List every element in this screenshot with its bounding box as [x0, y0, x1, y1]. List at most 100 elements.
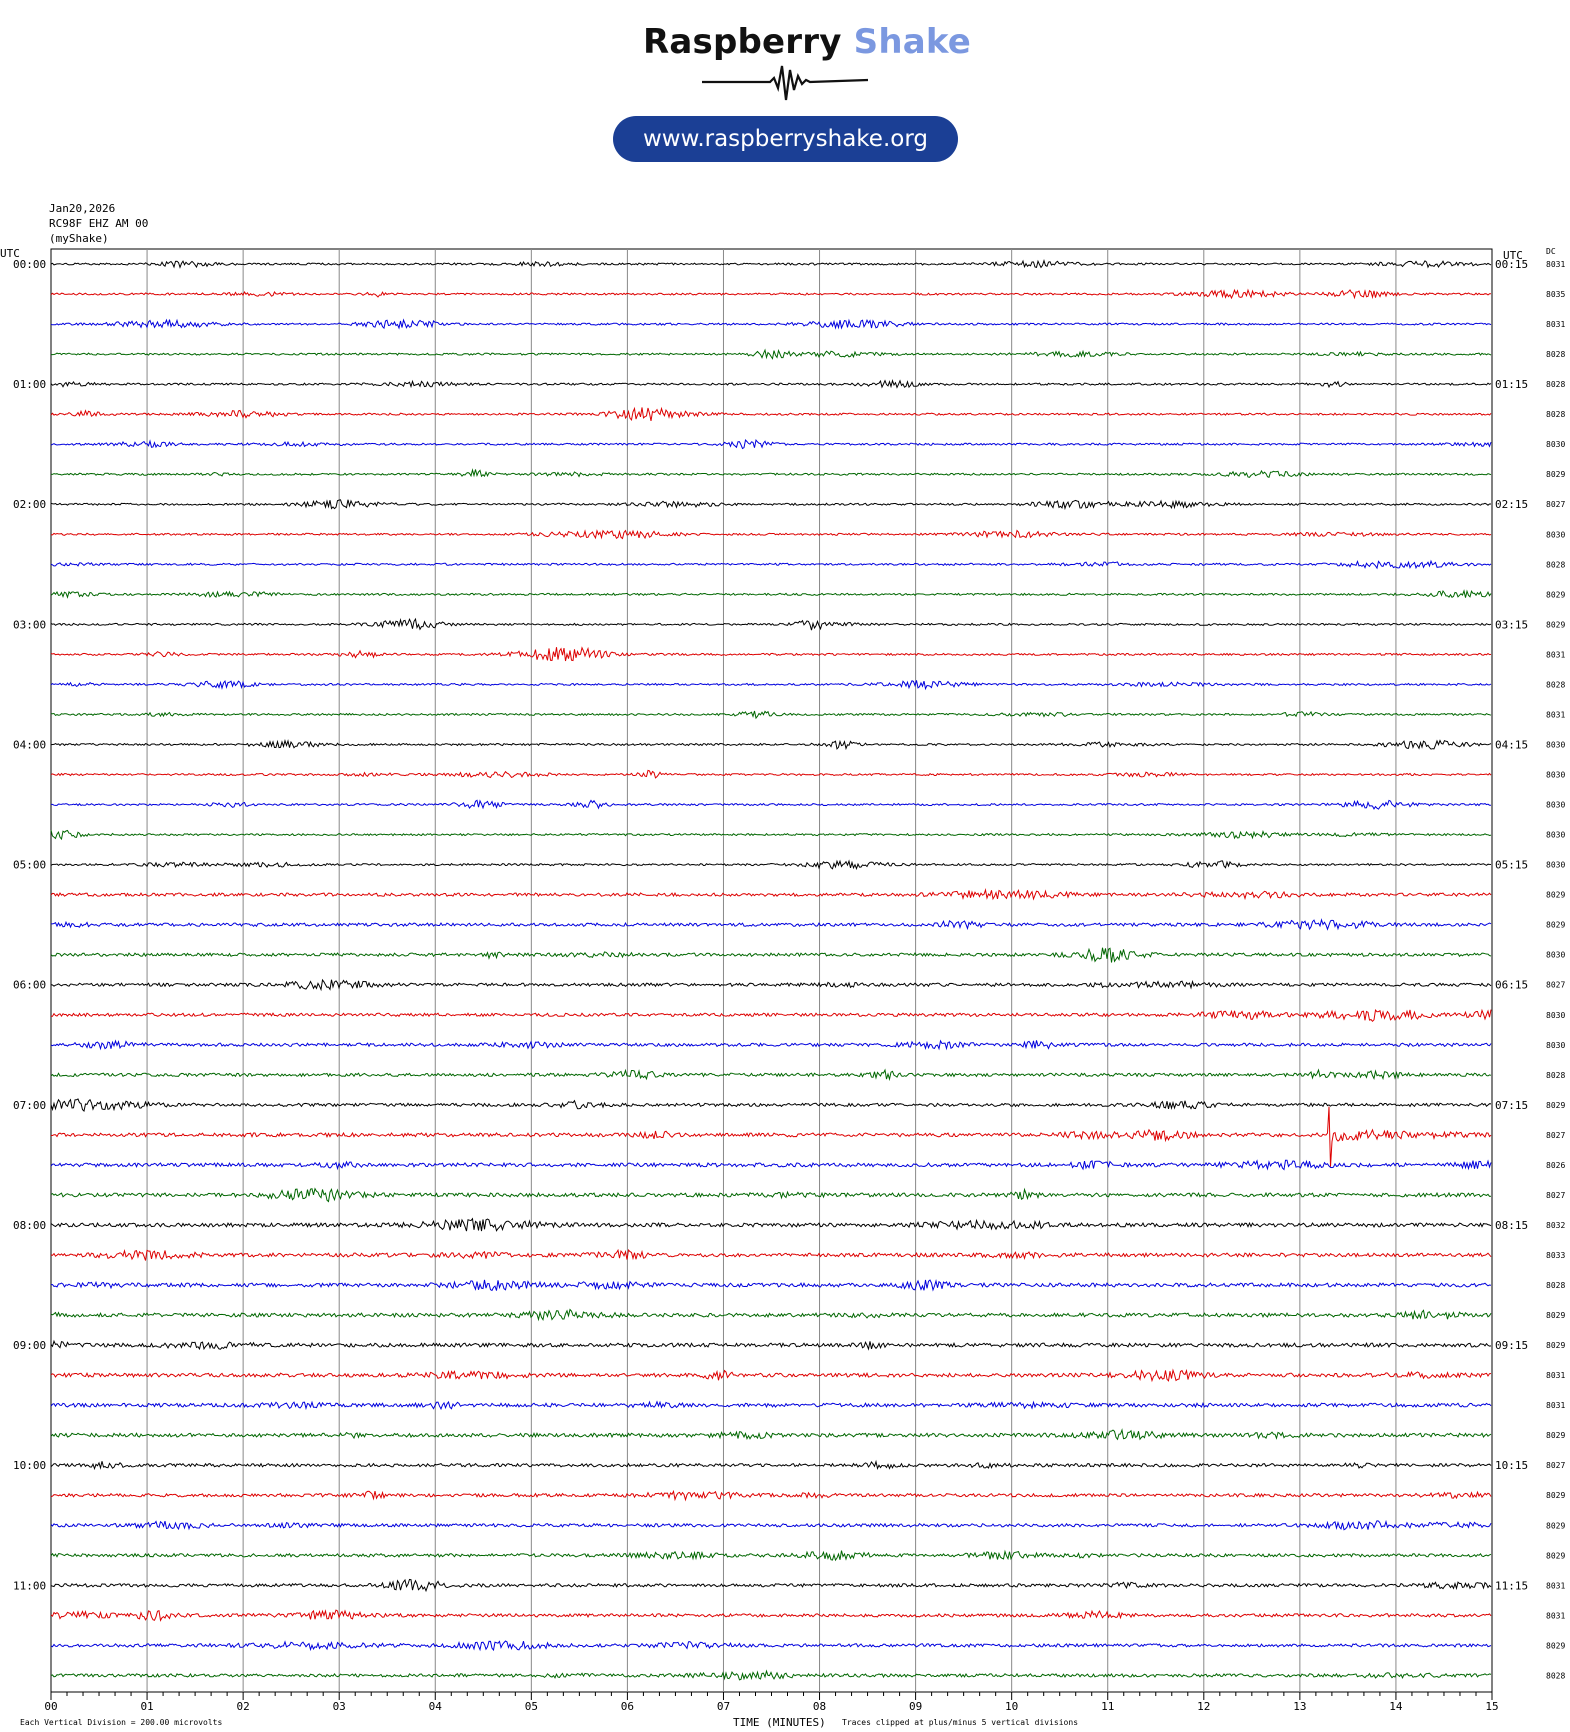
seismic-trace-14	[50, 679, 1492, 691]
seismic-trace-7	[50, 468, 1492, 478]
dc-value: 8029	[1546, 1101, 1565, 1110]
seismic-trace-38	[50, 1400, 1492, 1411]
right-hour-label: 03:15	[1495, 618, 1528, 631]
dc-value: 8031	[1546, 1581, 1565, 1590]
dc-value: 8030	[1546, 801, 1565, 810]
dc-value: 8031	[1546, 1371, 1565, 1380]
x-tick-label: 08	[813, 1700, 826, 1713]
x-tick-label: 03	[333, 1700, 346, 1713]
brand-title: Raspberry Shake	[643, 22, 971, 62]
dc-value: 8029	[1546, 1431, 1565, 1440]
seismic-trace-22	[51, 918, 1492, 931]
seismic-trace-29	[51, 1106, 1492, 1167]
right-hour-label: 02:15	[1495, 498, 1528, 511]
x-tick-label: 15	[1485, 1700, 1498, 1713]
dc-value: 8026	[1546, 1161, 1565, 1170]
brand-name-dark: Raspberry	[643, 22, 842, 62]
dc-value: 8030	[1546, 861, 1565, 870]
dc-value: 8030	[1546, 1041, 1565, 1050]
chart-grid	[50, 248, 1493, 1693]
seismic-trace-42	[50, 1519, 1492, 1531]
seismic-trace-26	[50, 1039, 1492, 1051]
dc-value: 8030	[1546, 530, 1565, 539]
x-tick-label: 04	[429, 1700, 443, 1713]
seismic-trace-34	[50, 1279, 1492, 1292]
seismic-trace-25	[51, 1008, 1492, 1023]
left-hour-label: 02:00	[13, 498, 46, 511]
right-hour-label: 08:15	[1495, 1219, 1528, 1232]
x-tick-label: 14	[1389, 1700, 1403, 1713]
x-tick-label: 12	[1197, 1700, 1210, 1713]
seismic-trace-0	[50, 259, 1492, 269]
dc-value: 8029	[1546, 1551, 1565, 1560]
right-utc-header: UTC	[1503, 249, 1523, 262]
brand-name-light: Shake	[853, 22, 972, 62]
x-tick-label: 02	[237, 1700, 250, 1713]
dc-value: 8027	[1546, 981, 1565, 990]
seismic-trace-1	[50, 288, 1492, 300]
seismic-trace-31	[50, 1187, 1492, 1203]
chart-header: Jan20,2026 RC98F EHZ AM 00 (myShake) UTC…	[0, 202, 1556, 262]
header-station: RC98F EHZ AM 00	[49, 217, 148, 230]
right-hour-label: 06:15	[1495, 979, 1528, 992]
plot-frame	[50, 248, 1493, 1693]
dc-value: 8031	[1546, 1611, 1565, 1620]
right-hour-label: 04:15	[1495, 738, 1528, 751]
dc-value: 8029	[1546, 1341, 1565, 1350]
seismic-trace-9	[50, 529, 1492, 540]
right-hour-label: 10:15	[1495, 1459, 1528, 1472]
dc-value: 8035	[1546, 290, 1565, 299]
seismic-trace-6	[50, 438, 1492, 450]
seismic-trace-46	[50, 1640, 1492, 1652]
seismic-trace-21	[50, 888, 1492, 901]
dc-value: 8028	[1546, 680, 1565, 689]
seismic-trace-33	[50, 1248, 1492, 1261]
seismic-trace-12	[50, 617, 1492, 631]
dc-value: 8030	[1546, 951, 1565, 960]
left-hour-label: 08:00	[13, 1219, 46, 1232]
chart-footer: Each Vertical Division = 200.00 microvol…	[20, 1716, 1078, 1729]
seismic-trace-39	[50, 1428, 1492, 1441]
dc-value: 8029	[1546, 620, 1565, 629]
dc-value-labels: 8031 8035 8031 8028 8028 8028 8030 8029 8027 8030…	[1546, 260, 1565, 1680]
left-hour-label: 10:00	[13, 1459, 46, 1472]
seismic-trace-45	[50, 1609, 1492, 1622]
dc-value: 8031	[1546, 650, 1565, 659]
dc-value: 8029	[1546, 921, 1565, 930]
x-tick-label: 05	[525, 1700, 538, 1713]
dc-value: 8031	[1546, 260, 1565, 269]
seismic-trace-4	[50, 379, 1492, 389]
x-tick-label: 13	[1293, 1700, 1306, 1713]
seismic-trace-44	[50, 1578, 1492, 1593]
seismic-trace-43	[50, 1549, 1492, 1562]
dc-value: 8029	[1546, 1491, 1565, 1500]
seismic-trace-10	[50, 559, 1492, 570]
dc-value: 8029	[1546, 1521, 1565, 1530]
dc-value: 8030	[1546, 831, 1565, 840]
seismic-trace-16	[50, 739, 1492, 751]
left-hour-label: 09:00	[13, 1339, 46, 1352]
left-hour-label: 00:00	[13, 258, 46, 271]
seismic-trace-24	[50, 978, 1492, 992]
x-tick-label: 11	[1101, 1700, 1114, 1713]
x-tick-label: 09	[909, 1700, 922, 1713]
dc-value: 8028	[1546, 560, 1565, 569]
seismic-trace-11	[50, 589, 1492, 599]
dc-value: 8028	[1546, 410, 1565, 419]
seismic-trace-27	[50, 1068, 1492, 1082]
seismic-trace-3	[51, 348, 1492, 360]
seismic-trace-20	[50, 859, 1492, 871]
header-date: Jan20,2026	[49, 202, 115, 215]
header-source: (myShake)	[49, 232, 109, 245]
x-tick-label: 10	[1005, 1700, 1018, 1713]
seismic-trace-47	[50, 1669, 1492, 1681]
dc-value: 8031	[1546, 710, 1565, 719]
left-hour-label: 01:00	[13, 378, 46, 391]
seismic-trace-32	[50, 1217, 1492, 1232]
dc-value: 8029	[1546, 1641, 1565, 1650]
website-link[interactable]: www.raspberryshake.org	[613, 116, 958, 162]
right-hour-label: 00:15	[1495, 258, 1528, 271]
dc-value: 8028	[1546, 350, 1565, 359]
footer-clip-note: Traces clipped at plus/minus 5 vertical …	[842, 1718, 1078, 1727]
right-hour-labels: 00:15 01:15 02:15 03:15 04:15 05:15 06:15 07:15…	[1495, 258, 1528, 1592]
